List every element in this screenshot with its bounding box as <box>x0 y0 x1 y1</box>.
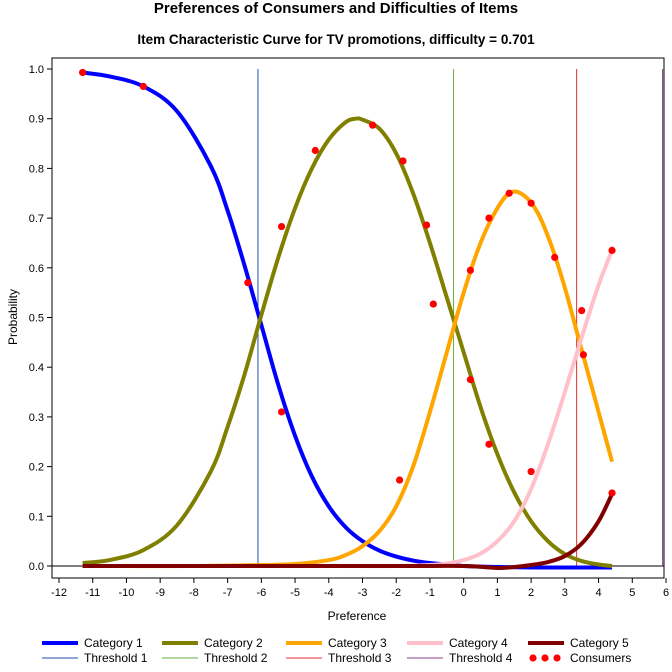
legend-label-threshold-4: Threshold 4 <box>449 651 513 665</box>
y-tick-label: 1.0 <box>29 64 44 76</box>
consumer-point <box>485 214 493 222</box>
consumer-point <box>399 157 407 165</box>
x-axis-label: Preference <box>328 609 387 623</box>
series-line-category-5 <box>82 493 614 571</box>
x-tick-label: 3 <box>562 587 568 599</box>
y-tick-label: 0.9 <box>29 114 44 126</box>
x-tick-label: -7 <box>223 587 233 599</box>
legend-label-threshold-1: Threshold 1 <box>84 651 148 665</box>
x-tick-label: -8 <box>189 587 199 599</box>
consumer-point <box>608 246 616 255</box>
consumer-point <box>311 146 319 155</box>
chart-title: Preferences of Consumers and Difficultie… <box>153 0 519 17</box>
series-line-category-4 <box>82 249 614 569</box>
consumer-point <box>505 189 513 197</box>
consumer-point <box>422 221 431 229</box>
consumer-point <box>466 376 475 384</box>
legend-swatch-consumers <box>529 654 537 662</box>
x-tick-label: -9 <box>155 587 165 599</box>
y-tick-label: 0.0 <box>29 561 44 573</box>
consumer-point <box>608 489 616 497</box>
y-tick-label: 0.4 <box>29 362 44 374</box>
y-tick-label: 0.6 <box>29 263 44 275</box>
legend-label-threshold-2: Threshold 2 <box>204 651 268 665</box>
consumer-point <box>578 306 586 315</box>
x-tick-label: -10 <box>118 587 134 599</box>
consumer-point <box>79 68 87 77</box>
legend-swatch-consumers <box>541 654 549 662</box>
consumer-point <box>277 408 286 416</box>
consumer-point <box>527 199 535 207</box>
y-axis-label: Probability <box>6 289 20 345</box>
consumer-point <box>244 279 252 287</box>
legend-label-consumers: Consumers <box>570 651 631 665</box>
x-tick-label: -11 <box>85 587 100 599</box>
legend-label-category-1: Category 1 <box>84 636 143 650</box>
x-tick-label: -2 <box>391 587 401 599</box>
chart-subtitle: Item Characteristic Curve for TV promoti… <box>137 32 535 47</box>
x-tick-label: 2 <box>528 587 534 599</box>
consumer-point <box>466 266 475 274</box>
x-tick-label: -12 <box>51 587 67 599</box>
legend-swatch-consumers <box>553 654 561 662</box>
x-tick-label: -6 <box>256 587 266 599</box>
series-line-category-3 <box>82 189 614 569</box>
legend-label-category-5: Category 5 <box>570 636 629 650</box>
x-tick-label: -3 <box>358 587 368 599</box>
consumer-point <box>527 467 535 476</box>
x-tick-label: 1 <box>494 587 500 599</box>
consumer-point <box>579 351 587 359</box>
x-tick-label: -5 <box>290 587 300 599</box>
series-line-category-1 <box>82 70 613 570</box>
consumer-point <box>395 476 404 484</box>
consumer-point <box>485 440 493 448</box>
y-tick-label: 0.5 <box>29 313 44 325</box>
consumer-point <box>369 121 377 129</box>
legend-label-threshold-3: Threshold 3 <box>328 651 392 665</box>
consumer-point <box>277 222 286 231</box>
y-tick-label: 0.8 <box>29 163 44 175</box>
series-line-category-2 <box>82 116 613 568</box>
legend-label-category-3: Category 3 <box>328 636 387 650</box>
legend-label-category-2: Category 2 <box>204 636 263 650</box>
x-tick-label: -1 <box>425 587 435 599</box>
consumer-point <box>429 300 437 308</box>
x-tick-label: 6 <box>663 587 669 599</box>
y-tick-label: 0.7 <box>29 213 44 225</box>
x-tick-label: 5 <box>629 587 635 599</box>
x-tick-label: 4 <box>595 587 601 599</box>
consumer-point <box>139 82 147 90</box>
y-tick-label: 0.1 <box>29 511 44 523</box>
x-tick-label: 0 <box>461 587 467 599</box>
y-tick-label: 0.3 <box>29 412 44 424</box>
legend: Category 1 Category 2 Category 3 Category 4… <box>42 636 631 665</box>
y-tick-label: 0.2 <box>29 462 44 474</box>
x-tick-label: -4 <box>324 587 334 599</box>
legend-label-category-4: Category 4 <box>449 636 508 650</box>
consumer-point <box>551 253 559 261</box>
